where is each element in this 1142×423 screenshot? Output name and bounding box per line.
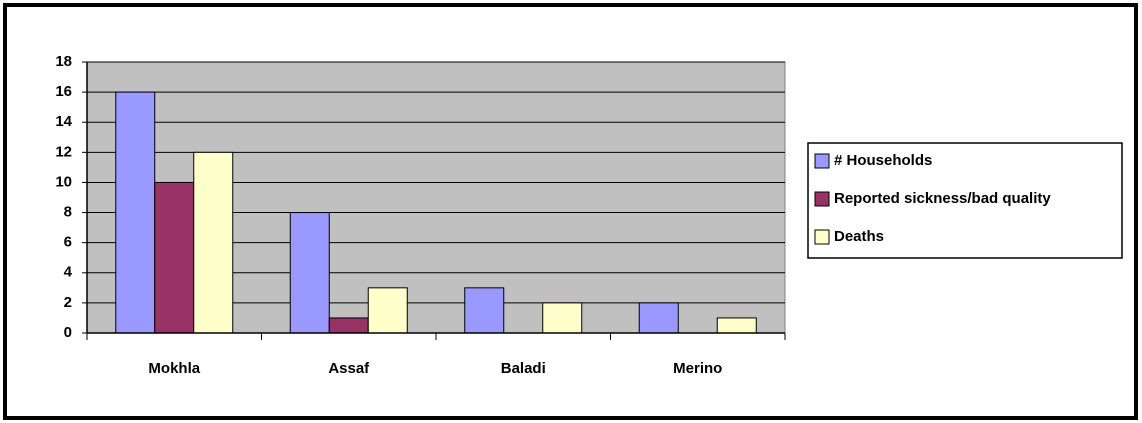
legend-swatch <box>814 229 830 245</box>
y-tick-label: 16 <box>55 83 72 100</box>
bar <box>115 91 156 334</box>
y-tick-label: 18 <box>55 53 72 70</box>
bar <box>542 302 583 334</box>
bar <box>464 287 505 334</box>
legend-label: Reported sickness/bad quality <box>834 190 1051 207</box>
x-tick-label: Mokhla <box>148 360 200 377</box>
y-tick-label: 10 <box>55 173 72 190</box>
legend-label: # Households <box>834 152 932 169</box>
bar <box>367 287 408 334</box>
y-tick-label: 8 <box>64 204 72 221</box>
y-tick-label: 0 <box>64 324 72 341</box>
bar <box>289 212 330 334</box>
y-tick-label: 2 <box>64 294 72 311</box>
bar <box>716 317 757 334</box>
legend-swatch <box>814 153 830 169</box>
legend <box>807 142 1123 259</box>
bar <box>638 302 679 334</box>
y-tick-label: 14 <box>55 113 72 130</box>
bar <box>193 151 234 334</box>
x-tick-label: Merino <box>673 360 722 377</box>
legend-swatch <box>814 191 830 207</box>
y-tick-label: 12 <box>55 143 72 160</box>
x-tick-label: Baladi <box>501 360 546 377</box>
y-tick-label: 4 <box>64 264 73 281</box>
x-tick-label: Assaf <box>328 360 370 377</box>
bar <box>328 317 369 334</box>
y-tick-label: 6 <box>64 234 72 251</box>
bar <box>154 181 195 334</box>
legend-label: Deaths <box>834 228 884 245</box>
